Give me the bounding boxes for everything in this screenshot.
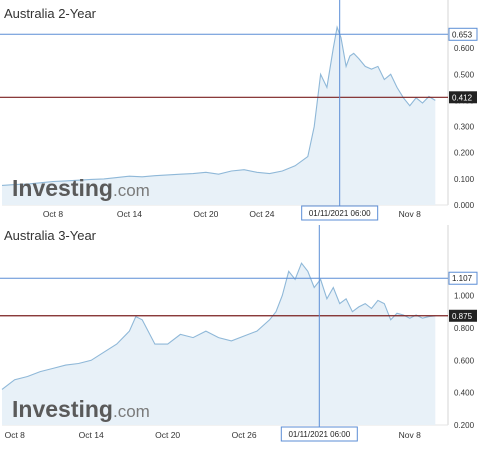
x-tick-label: Oct 20 [155,430,180,440]
crosshair-x-value: 01/11/2021 06:00 [309,209,371,218]
x-tick-label: Oct 8 [5,430,26,440]
chart-svg-australia-2-year[interactable]: Investing.com0.0000.1000.2000.3000.4000.… [0,0,480,228]
crosshair-x-value: 01/11/2021 06:00 [288,430,350,439]
crosshair-y-tag [448,271,478,285]
watermark-logo: Investing.com [12,396,150,422]
x-tick-label: Oct 14 [117,209,142,219]
price-line-tag [449,91,477,104]
price-line-tag [449,309,477,322]
x-tick-label: Oct 26 [232,430,257,440]
x-tick-label: Nov 8 [399,209,421,219]
x-tick-label: Oct 24 [249,209,274,219]
x-tick-label: Oct 20 [193,209,218,219]
y-tick-label: 0.800 [454,324,475,333]
y-tick-label: 0.100 [454,175,475,184]
series-line [1,25,436,186]
chart-title: Australia 3-Year [4,228,97,243]
series-area [2,263,436,425]
x-tick-label: Oct 14 [79,430,104,440]
chart-panel-australia-2-year: Australia 2-Year Investing.com 0.000 0.100… [0,0,480,228]
price-line-value: 0.875 [452,312,473,321]
watermark-main: Investing [12,175,113,201]
series-line [1,262,436,390]
price-line-value: 0.412 [452,93,473,102]
crosshair-y-tag [448,27,478,41]
y-tick-label: 1.000 [454,292,475,301]
chart-title: Australia 2-Year [4,6,97,21]
crosshair-x-tag [301,205,379,221]
watermark-logo: Investing.com [12,175,150,201]
crosshair-y-value: 1.107 [452,274,473,283]
y-tick-label: 0.600 [454,356,475,365]
chart-svg-australia-3-year[interactable]: Investing.com 0.200 0.400 0.600 0.800 1.000 Oc… [0,225,480,450]
chart-panel-australia-3-year: Australia 3-Year Investing.com 0.200 0.400… [0,225,480,450]
x-tick-label: Nov 8 [399,430,421,440]
y-tick-label: 0.200 [454,149,475,158]
watermark-main: Investing [12,396,113,422]
crosshair-y-value: 0.653 [452,30,473,39]
y-tick-label: 0.400 [454,389,475,398]
y-tick-label: 0.300 [454,123,475,132]
y-tick-label: 0.200 [454,421,475,430]
y-tick-label: 0.600 [454,44,475,53]
x-tick-label: Oct 8 [43,209,64,219]
y-tick-label: 0.500 [454,70,475,79]
crosshair-x-tag [280,426,358,442]
watermark-suffix: .com [113,402,150,421]
watermark-suffix: .com [113,181,150,200]
series-area [2,27,436,206]
y-tick-label: 0.000 [454,201,475,210]
